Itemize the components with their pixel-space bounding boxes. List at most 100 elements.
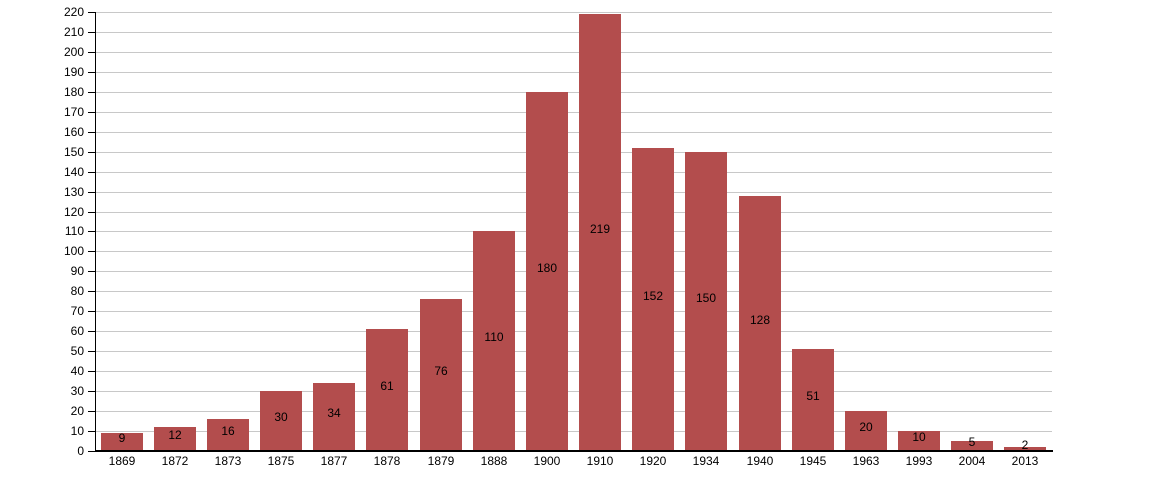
x-axis-line — [95, 450, 1053, 452]
y-tick-mark-190 — [88, 72, 95, 73]
gridline-50 — [95, 351, 1052, 352]
bar-1873 — [207, 419, 249, 451]
bar-value-1873: 16 — [221, 424, 235, 438]
bar-1879 — [420, 299, 462, 451]
bar-value-1940: 128 — [749, 313, 771, 327]
y-tick-label-100: 100 — [63, 244, 84, 258]
y-tick-mark-10 — [88, 431, 95, 432]
bar-value-1877: 34 — [327, 406, 341, 420]
bar-1878 — [366, 329, 408, 451]
bar-1875 — [260, 391, 302, 451]
y-tick-mark-180 — [88, 92, 95, 93]
y-tick-label-170: 170 — [63, 105, 84, 119]
gridline-70 — [95, 311, 1052, 312]
bar-1910 — [579, 14, 621, 451]
bar-value-2013: 2 — [1021, 438, 1029, 452]
bar-value-1910: 219 — [589, 222, 611, 236]
plot-area: 9 12 16 30 34 61 76 110 180 219 152 150 128 51 20 10 5 2 — [95, 12, 1052, 451]
gridline-140 — [95, 172, 1052, 173]
x-tick-label-2013: 2013 — [1011, 454, 1039, 468]
bar-1888 — [473, 231, 515, 451]
y-tick-mark-200 — [88, 52, 95, 53]
bar-1872 — [154, 427, 196, 451]
x-tick-label-1963: 1963 — [852, 454, 880, 468]
bar-2004 — [951, 441, 993, 451]
y-tick-label-200: 200 — [63, 45, 84, 59]
gridline-10 — [95, 431, 1052, 432]
bar-value-1920: 152 — [642, 289, 664, 303]
gridline-200 — [95, 52, 1052, 53]
x-tick-label-1879: 1879 — [427, 454, 455, 468]
y-tick-mark-50 — [88, 351, 95, 352]
bar-value-1934: 150 — [695, 291, 717, 305]
y-tick-label-20: 20 — [70, 404, 84, 418]
y-tick-label-80: 80 — [70, 284, 84, 298]
x-tick-label-1910: 1910 — [586, 454, 614, 468]
y-tick-mark-100 — [88, 251, 95, 252]
bar-value-1875: 30 — [274, 410, 288, 424]
gridline-40 — [95, 371, 1052, 372]
y-tick-label-210: 210 — [63, 25, 84, 39]
x-tick-label-1993: 1993 — [905, 454, 933, 468]
gridline-150 — [95, 152, 1052, 153]
x-tick-label-1920: 1920 — [639, 454, 667, 468]
y-tick-label-0: 0 — [77, 444, 84, 458]
bar-value-1869: 9 — [118, 431, 126, 445]
y-tick-mark-60 — [88, 331, 95, 332]
y-tick-label-220: 220 — [63, 5, 84, 19]
y-tick-label-60: 60 — [70, 324, 84, 338]
y-tick-label-160: 160 — [63, 125, 84, 139]
x-tick-label-1869: 1869 — [108, 454, 136, 468]
bar-value-1878: 61 — [380, 379, 394, 393]
gridline-160 — [95, 132, 1052, 133]
y-tick-label-40: 40 — [70, 364, 84, 378]
y-tick-mark-210 — [88, 32, 95, 33]
bar-value-1872: 12 — [168, 428, 182, 442]
bar-1877 — [313, 383, 355, 451]
y-tick-mark-160 — [88, 132, 95, 133]
y-tick-label-130: 130 — [63, 185, 84, 199]
gridline-190 — [95, 72, 1052, 73]
bar-value-1993: 10 — [912, 430, 926, 444]
x-tick-label-1878: 1878 — [373, 454, 401, 468]
y-tick-label-30: 30 — [70, 384, 84, 398]
gridline-180 — [95, 92, 1052, 93]
bar-1993 — [898, 431, 940, 451]
y-tick-mark-40 — [88, 371, 95, 372]
bar-value-1879: 76 — [434, 364, 448, 378]
y-tick-label-70: 70 — [70, 304, 84, 318]
x-tick-label-1872: 1872 — [161, 454, 189, 468]
bar-value-2004: 5 — [968, 435, 976, 449]
y-axis-line — [95, 12, 96, 452]
bar-1920 — [632, 148, 674, 451]
y-tick-label-140: 140 — [63, 165, 84, 179]
y-tick-mark-20 — [88, 411, 95, 412]
y-tick-mark-140 — [88, 172, 95, 173]
x-tick-label-1873: 1873 — [214, 454, 242, 468]
y-tick-label-110: 110 — [64, 224, 84, 238]
bar-1945 — [792, 349, 834, 451]
x-tick-label-2004: 2004 — [958, 454, 986, 468]
x-tick-label-1875: 1875 — [267, 454, 295, 468]
y-tick-label-150: 150 — [63, 145, 84, 159]
y-tick-label-180: 180 — [63, 85, 84, 99]
gridline-60 — [95, 331, 1052, 332]
y-tick-mark-170 — [88, 112, 95, 113]
y-tick-mark-220 — [88, 12, 95, 13]
gridline-30 — [95, 391, 1052, 392]
y-tick-mark-30 — [88, 391, 95, 392]
x-tick-label-1940: 1940 — [746, 454, 774, 468]
y-tick-label-190: 190 — [63, 65, 84, 79]
y-tick-mark-90 — [88, 271, 95, 272]
y-tick-mark-120 — [88, 212, 95, 213]
x-tick-label-1945: 1945 — [799, 454, 827, 468]
y-tick-mark-150 — [88, 152, 95, 153]
bar-1963 — [845, 411, 887, 451]
gridline-120 — [95, 212, 1052, 213]
gridline-100 — [95, 251, 1052, 252]
gridline-130 — [95, 192, 1052, 193]
bar-value-1900: 180 — [536, 261, 558, 275]
bar-1869 — [101, 433, 143, 451]
y-tick-mark-110 — [88, 231, 95, 232]
